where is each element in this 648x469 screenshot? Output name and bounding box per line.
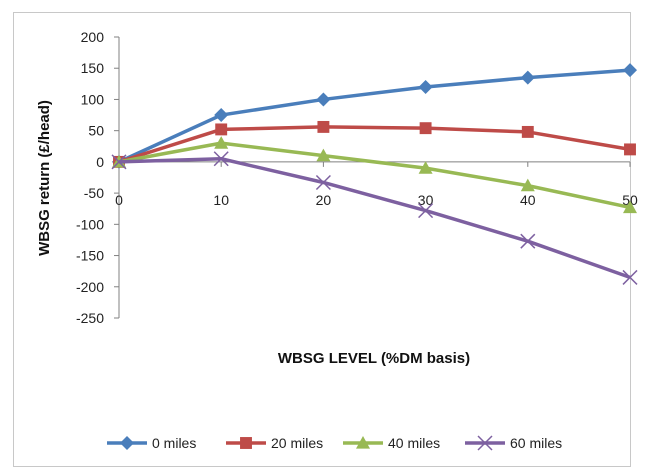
- y-tick-label: 100: [81, 91, 105, 107]
- data-point-triangle: [418, 161, 433, 174]
- series-line: [118, 68, 631, 164]
- y-tick-label: -50: [84, 185, 104, 201]
- data-point-square: [521, 125, 534, 138]
- data-point-x: [111, 154, 127, 170]
- data-point-square: [624, 143, 636, 156]
- x-tick-label: 20: [316, 192, 332, 208]
- data-point-x: [622, 269, 638, 285]
- data-point-x-stroke: [111, 154, 127, 170]
- data-point-triangle: [214, 136, 229, 149]
- data-point-diamond: [316, 92, 331, 107]
- x-tick-label: 10: [213, 192, 229, 208]
- y-tick-label: 0: [96, 154, 104, 170]
- data-point-x-stroke: [477, 435, 493, 451]
- y-tick-label: 150: [81, 60, 105, 76]
- data-point-x-stroke: [520, 233, 536, 249]
- x-tick-label: 40: [520, 192, 536, 208]
- legend-item: 0 miles: [107, 435, 196, 451]
- data-point-triangle: [623, 200, 637, 214]
- data-point-square: [317, 120, 330, 133]
- series-line: [118, 157, 631, 280]
- data-point-square: [419, 122, 432, 135]
- y-tick-label: 50: [88, 123, 104, 139]
- y-tick-label: 200: [81, 29, 105, 45]
- data-point-square: [240, 437, 252, 449]
- series-0-miles: [112, 63, 637, 169]
- legend-label: 60 miles: [510, 435, 562, 451]
- y-tick-label: -250: [76, 310, 104, 326]
- data-point-x: [418, 203, 434, 219]
- data-point-x-stroke: [213, 151, 229, 167]
- data-point-x-stroke: [622, 269, 638, 285]
- y-tick-label: -200: [76, 279, 104, 295]
- legend-item: 20 miles: [226, 435, 323, 451]
- axes: 200 150 100 50 0 -50 -100 -150 -200 -250 0 10 20 30 40…: [76, 29, 638, 326]
- y-tick-label: -150: [76, 248, 104, 264]
- legend-label: 40 miles: [388, 435, 440, 451]
- x-axis-title: WBSG LEVEL (%DM basis): [278, 350, 470, 367]
- legend-label: 20 miles: [271, 435, 323, 451]
- series-layer: [111, 63, 638, 285]
- y-axis-title: WBSG return (£/head): [36, 100, 53, 256]
- data-point-x: [520, 233, 536, 249]
- data-point-x: [213, 151, 229, 167]
- data-point-diamond: [120, 436, 134, 450]
- data-point-diamond: [623, 63, 637, 78]
- data-point-triangle: [520, 178, 535, 192]
- y-tick-label: -100: [76, 216, 104, 232]
- data-point-triangle: [356, 436, 370, 449]
- series-line: [118, 125, 631, 164]
- legend-item: 60 miles: [465, 435, 562, 451]
- series-40-miles: [112, 136, 637, 214]
- x-tick-label: 50: [622, 192, 638, 208]
- series-line: [118, 141, 631, 210]
- data-point-square: [215, 123, 228, 136]
- data-point-triangle: [316, 148, 331, 162]
- series-60-miles: [111, 151, 638, 285]
- legend-item: 40 miles: [343, 435, 440, 451]
- legend: 0 miles 20 miles 40 miles 60 miles: [107, 435, 562, 451]
- data-point-diamond: [214, 108, 229, 123]
- data-point-x-stroke: [418, 203, 434, 219]
- data-point-diamond: [520, 70, 535, 85]
- legend-label: 0 miles: [152, 435, 196, 451]
- data-point-diamond: [418, 79, 433, 94]
- data-point-x: [477, 435, 493, 451]
- data-point-x: [315, 174, 331, 191]
- x-tick-label: 0: [115, 192, 123, 208]
- data-point-x-stroke: [315, 174, 331, 191]
- x-tick-label: 30: [418, 192, 434, 208]
